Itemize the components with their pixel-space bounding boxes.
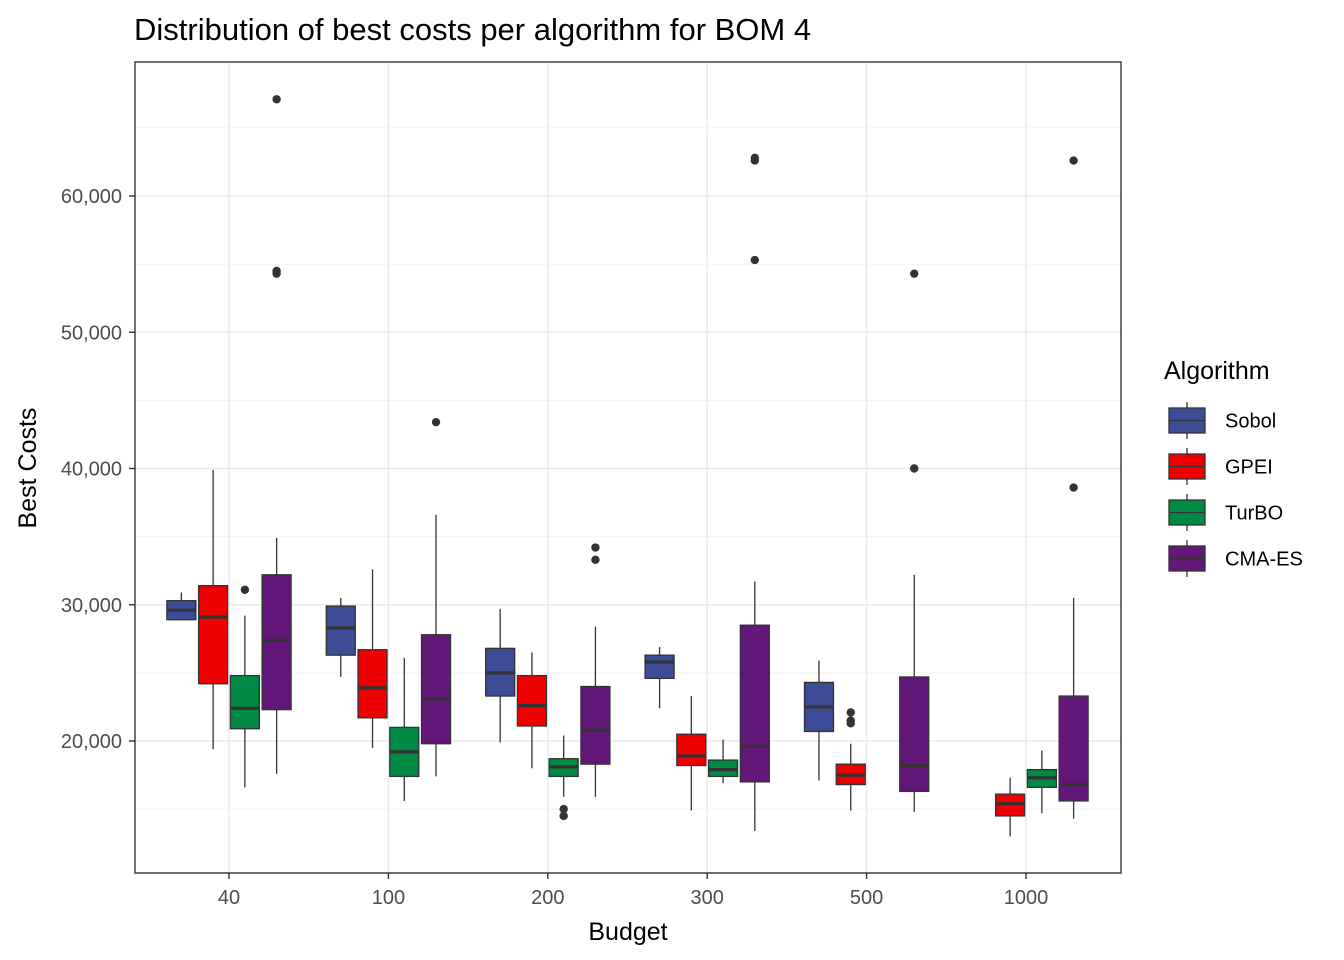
outlier-point: [559, 804, 568, 814]
box: [420, 417, 452, 777]
outlier-point: [431, 417, 441, 427]
legend-label: CMA-ES: [1225, 549, 1303, 571]
box-body: [899, 676, 930, 793]
x-tick-label: 1000: [1004, 887, 1049, 909]
box-body: [420, 634, 452, 745]
box: [229, 585, 261, 788]
outlier-point: [591, 543, 600, 552]
box-body: [357, 649, 388, 719]
box: [325, 597, 356, 677]
box: [389, 657, 420, 801]
box-body: [739, 624, 770, 783]
box: [166, 592, 197, 621]
box-body: [676, 733, 707, 767]
outlier-point: [846, 708, 855, 717]
outlier-point: [910, 269, 919, 278]
box: [707, 739, 739, 784]
series-cma-es: [261, 95, 1089, 831]
legend-label: TurBO: [1225, 503, 1283, 525]
outlier-point: [1069, 483, 1078, 492]
legend-label: GPEI: [1225, 457, 1273, 479]
x-axis-title: Budget: [588, 918, 667, 946]
legend-title: Algorithm: [1164, 357, 1270, 385]
series-gpei: [197, 469, 1026, 837]
box: [261, 95, 292, 774]
box-body: [580, 685, 611, 765]
box-body: [229, 674, 261, 730]
box-body: [516, 674, 548, 727]
box: [739, 153, 770, 831]
legend: Algorithm Sobol GPEI TurBO CMA-ES: [1164, 357, 1303, 577]
box-body: [644, 654, 675, 679]
y-axis-title: Best Costs: [14, 408, 42, 529]
box: [676, 696, 707, 811]
x-tick-label: 40: [218, 887, 240, 909]
outlier-point: [272, 95, 281, 104]
x-tick-label: 200: [531, 887, 564, 909]
box: [835, 708, 866, 811]
legend-item-sobol: Sobol: [1168, 402, 1276, 439]
y-tick-label: 30,000: [61, 595, 122, 617]
series-sobol: [166, 592, 835, 781]
x-axis: 40 100 200 300 500 1000: [218, 873, 1048, 909]
box: [1026, 750, 1058, 814]
legend-item-gpei: GPEI: [1168, 448, 1273, 485]
x-tick-label: 100: [372, 887, 405, 909]
outlier-point: [272, 266, 281, 276]
box-series: [166, 95, 1089, 837]
outlier-point: [846, 716, 855, 725]
legend-item-cma-es: CMA-ES: [1168, 540, 1303, 577]
box: [548, 735, 579, 821]
box: [485, 608, 516, 743]
box: [899, 269, 930, 812]
y-tick-label: 40,000: [61, 459, 122, 481]
series-turbo: [229, 585, 1058, 821]
plot-panel: [135, 62, 1121, 873]
box-body: [325, 605, 356, 656]
y-tick-label: 60,000: [61, 186, 122, 208]
y-tick-label: 50,000: [61, 322, 122, 344]
outlier-point: [240, 585, 250, 594]
outlier-point: [1069, 156, 1078, 165]
box: [516, 652, 548, 769]
x-tick-label: 500: [850, 887, 883, 909]
legend-label: Sobol: [1225, 411, 1276, 433]
outlier-point: [750, 153, 760, 163]
box: [580, 543, 611, 797]
outlier-point: [559, 811, 568, 821]
plot-border: [134, 61, 1122, 874]
box: [803, 660, 835, 781]
y-axis: 20,000 30,000 40,000 50,000 60,000: [61, 186, 135, 753]
box: [1058, 156, 1089, 819]
box-body: [261, 574, 292, 711]
box: [357, 569, 388, 748]
outlier-point: [591, 555, 600, 564]
box-body: [197, 585, 229, 685]
chart-title: Distribution of best costs per algorithm…: [134, 12, 811, 47]
outlier-point: [910, 464, 919, 473]
grid-lines: [135, 62, 1121, 873]
x-tick-label: 300: [691, 887, 724, 909]
box: [994, 777, 1026, 837]
legend-item-turbo: TurBO: [1168, 494, 1283, 531]
y-tick-label: 20,000: [61, 731, 122, 753]
box: [644, 646, 675, 709]
box: [197, 469, 229, 750]
outlier-point: [750, 255, 760, 265]
